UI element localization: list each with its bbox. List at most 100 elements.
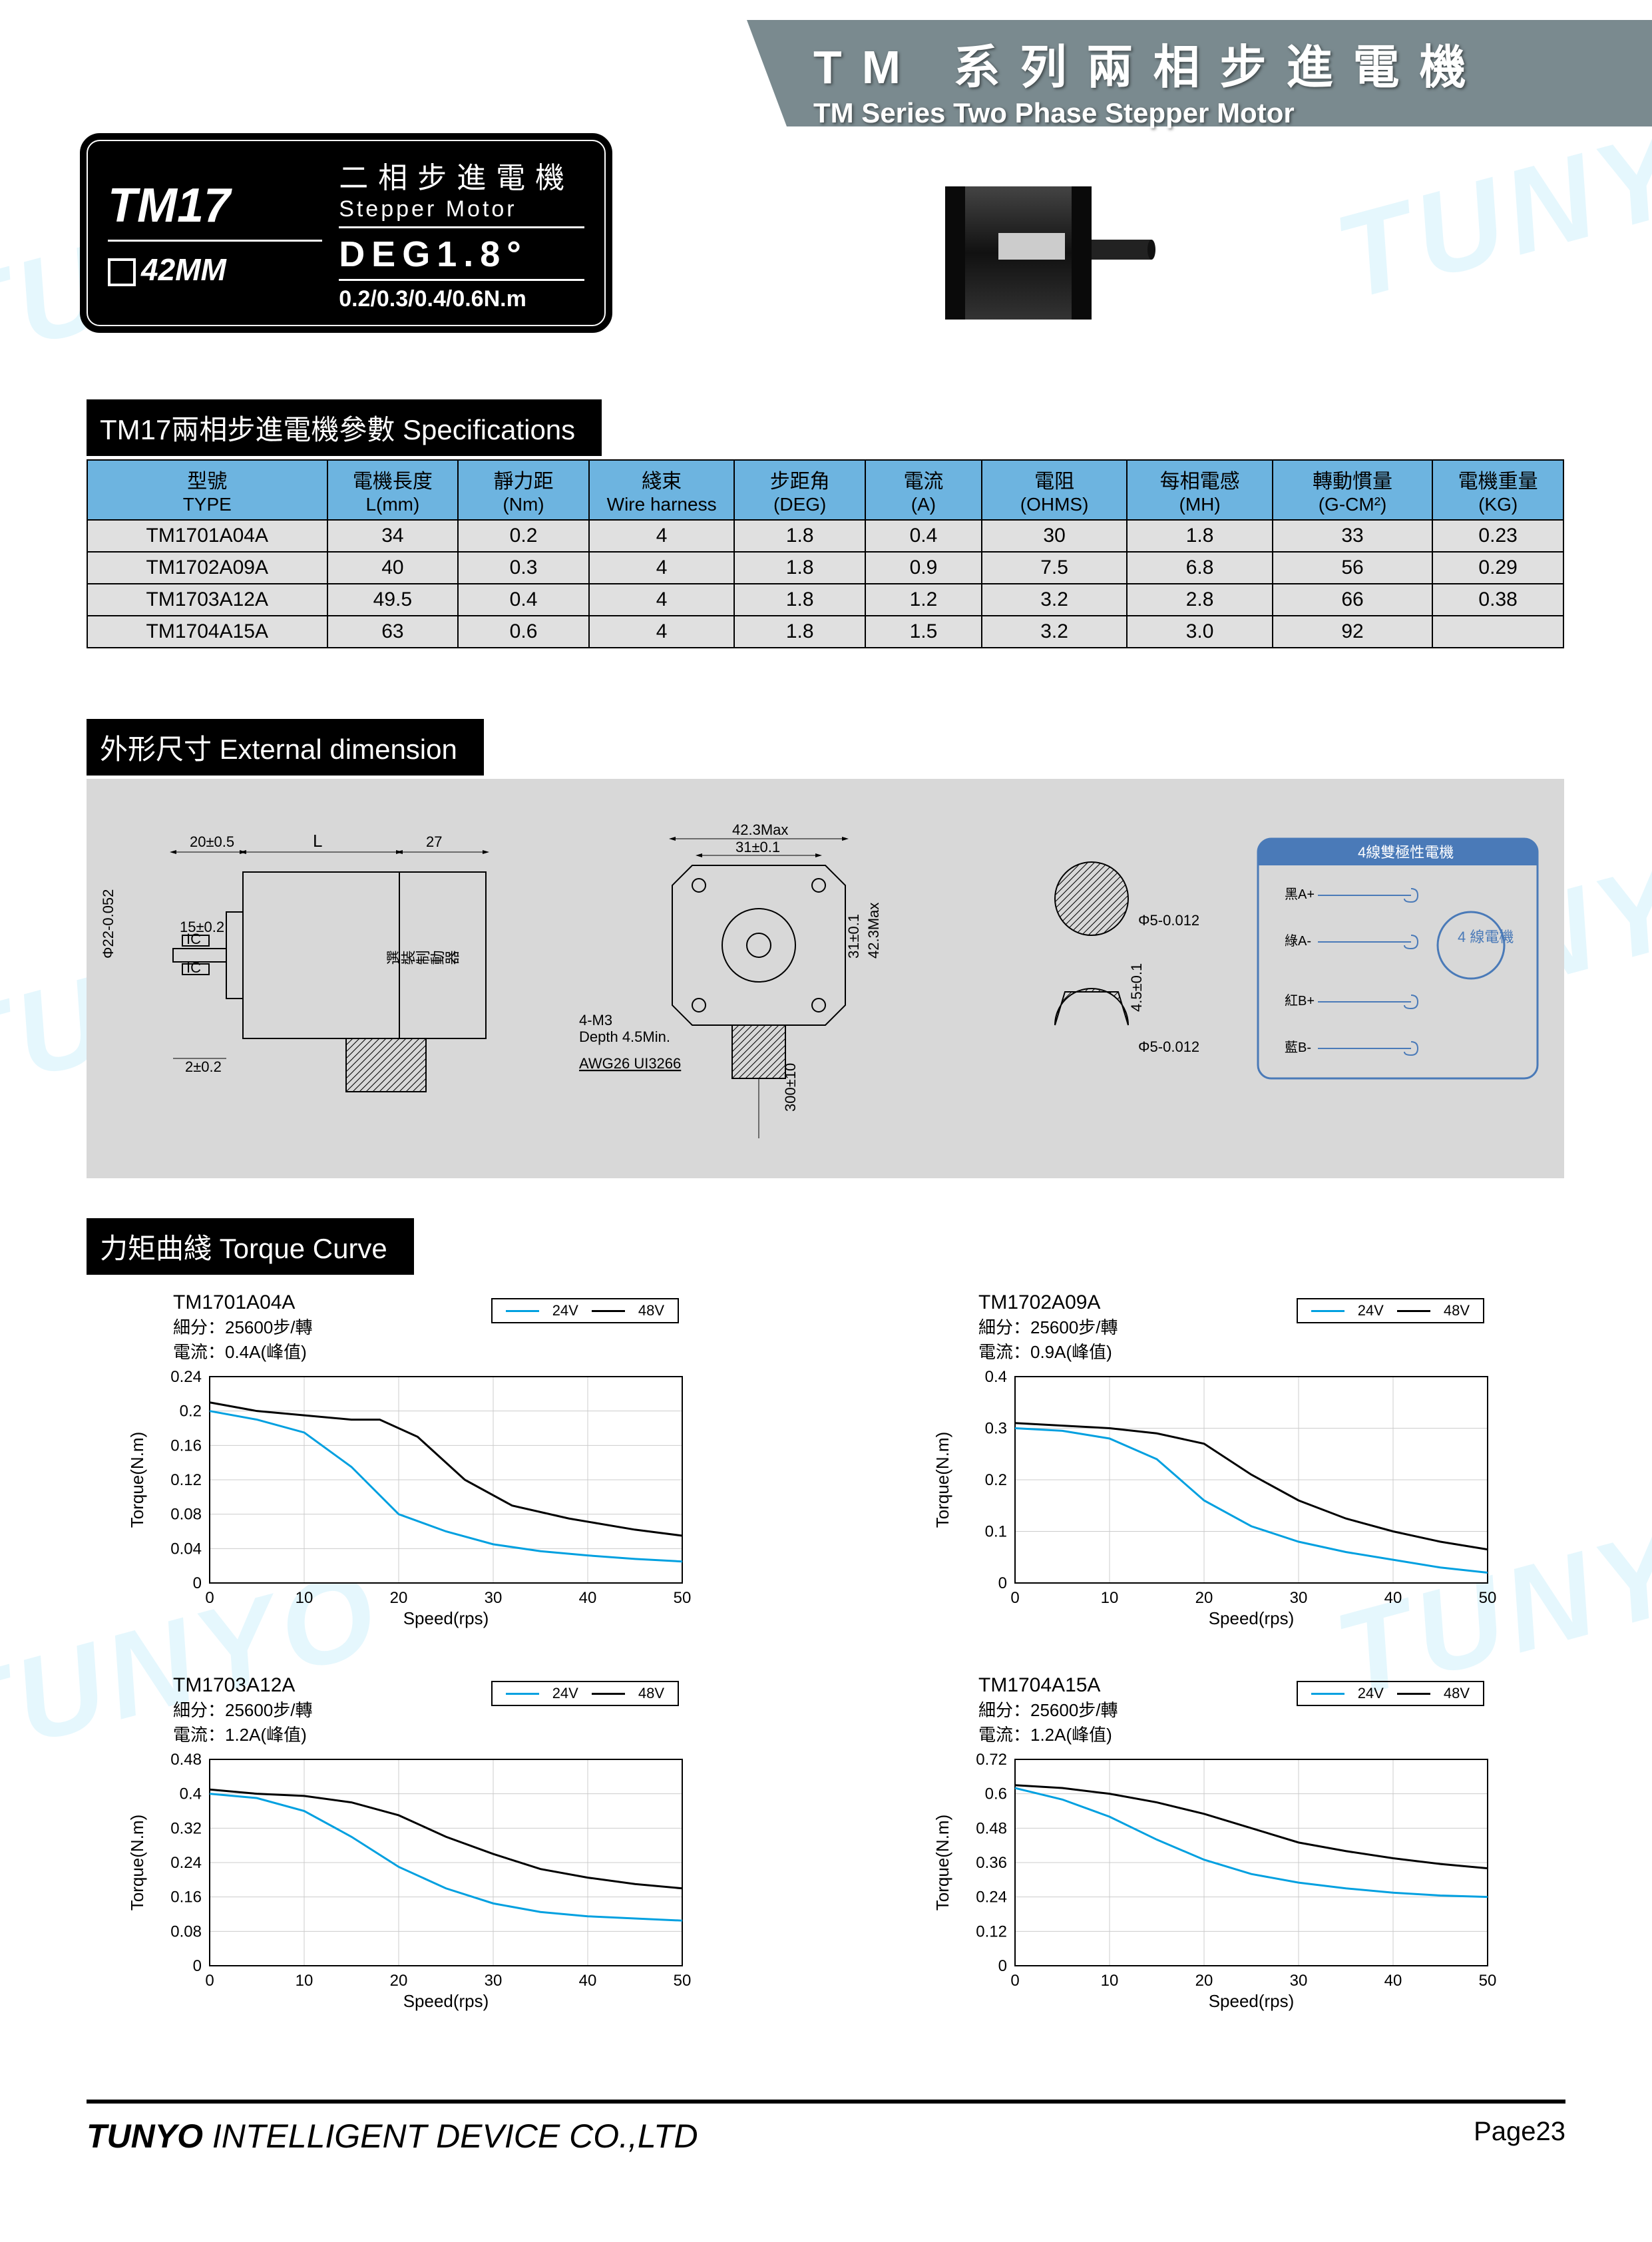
svg-text:Torque(N.m): Torque(N.m) [127,1815,147,1910]
svg-text:AWG26 UI3266: AWG26 UI3266 [579,1055,681,1072]
chart-current: 電流：1.2A(峰值) [173,1721,759,1746]
svg-text:選裝制動器: 選裝制動器 [386,951,459,967]
svg-text:Speed(rps): Speed(rps) [1209,1991,1295,2011]
spec-header: 步距角(DEG) [734,460,865,520]
spec-header: 型號TYPE [87,460,327,520]
model-badge: TM17 42MM 二相步進電機 Stepper Motor DEG1.8° 0… [87,140,606,326]
section-title-specs: TM17兩相步進電機參數 Specifications [87,399,602,456]
torque-charts: TM1701A04A細分：25600步/轉電流：0.4A(峰值)24V48V01… [87,1291,1564,2024]
svg-text:0.04: 0.04 [170,1540,202,1558]
svg-text:Speed(rps): Speed(rps) [1209,1608,1295,1628]
dimension-diagram: 20±0.5 L 27 15±0.2 IC IC Φ22-0.052 2±0.2… [87,779,1564,1178]
svg-text:0.12: 0.12 [976,1922,1007,1940]
svg-text:31±0.1: 31±0.1 [845,914,862,959]
spec-header: 綫束Wire harness [589,460,735,520]
svg-text:20: 20 [390,1589,408,1607]
footer-page: Page23 [1474,2117,1565,2155]
svg-text:Torque(N.m): Torque(N.m) [932,1432,952,1528]
svg-text:Φ5-0.012: Φ5-0.012 [1138,912,1199,929]
table-row: TM1701A04A340.241.80.4301.8330.23 [87,520,1563,552]
torque-chart: TM1701A04A細分：25600步/轉電流：0.4A(峰值)24V48V01… [87,1291,759,1641]
svg-text:Torque(N.m): Torque(N.m) [127,1432,147,1528]
badge-cn: 二相步進電機 [339,154,584,196]
svg-text:20: 20 [1195,1972,1213,1990]
table-row: TM1704A15A630.641.81.53.23.092 [87,616,1563,648]
chart-current: 電流：0.9A(峰值) [978,1339,1564,1363]
svg-text:42.3Max: 42.3Max [865,903,882,959]
svg-text:40: 40 [1384,1972,1402,1990]
torque-chart: TM1703A12A細分：25600步/轉電流：1.2A(峰值)24V48V01… [87,1674,759,2024]
svg-text:0.2: 0.2 [985,1471,1007,1489]
svg-text:10: 10 [296,1589,313,1607]
badge-deg: DEG1.8° [339,234,584,281]
svg-text:2±0.2: 2±0.2 [185,1058,222,1075]
svg-text:0.48: 0.48 [170,1751,202,1769]
badge-size: 42MM [108,252,322,288]
svg-text:42.3Max: 42.3Max [732,821,788,838]
svg-text:紅B+: 紅B+ [1285,993,1315,1009]
svg-text:0: 0 [1010,1589,1019,1607]
spec-header: 靜力距(Nm) [458,460,589,520]
motor-photo [899,153,1178,339]
spec-header: 每相電感(MH) [1127,460,1273,520]
svg-text:0.72: 0.72 [976,1751,1007,1769]
svg-text:Speed(rps): Speed(rps) [403,1608,489,1628]
banner-title-cn: TM 系列兩相步進電機 [813,30,1625,97]
svg-text:Φ22-0.052: Φ22-0.052 [100,889,116,959]
svg-text:L: L [313,831,322,851]
spec-header: 電阻(OHMS) [982,460,1128,520]
svg-text:0.2: 0.2 [180,1403,202,1421]
svg-text:30: 30 [1290,1589,1308,1607]
torque-chart: TM1702A09A細分：25600步/轉電流：0.9A(峰值)24V48V01… [892,1291,1564,1641]
spec-header: 轉動慣量(G-CM²) [1273,460,1432,520]
svg-text:Depth 4.5Min.: Depth 4.5Min. [579,1028,670,1045]
svg-text:20: 20 [1195,1589,1213,1607]
svg-text:0.3: 0.3 [985,1420,1007,1438]
svg-text:0.4: 0.4 [180,1785,202,1803]
svg-text:0.24: 0.24 [170,1854,202,1872]
svg-text:0.16: 0.16 [170,1889,202,1906]
svg-text:0: 0 [205,1589,214,1607]
svg-text:0.48: 0.48 [976,1819,1007,1837]
table-row: TM1702A09A400.341.80.97.56.8560.29 [87,552,1563,584]
section-title-dimension: 外形尺寸 External dimension [87,719,484,776]
svg-text:IC: IC [186,959,201,976]
chart-legend: 24V48V [1297,1681,1484,1706]
chart-legend: 24V48V [491,1681,679,1706]
svg-text:4-M3: 4-M3 [579,1012,612,1028]
footer-company: TUNYO INTELLIGENT DEVICE CO.,LTD [87,2117,698,2155]
svg-text:Φ5-0.012: Φ5-0.012 [1138,1038,1199,1055]
svg-text:50: 50 [674,1972,692,1990]
svg-text:40: 40 [579,1972,597,1990]
svg-text:0.6: 0.6 [985,1785,1007,1803]
header-banner: TM 系列兩相步進電機 TM Series Two Phase Stepper … [787,20,1652,126]
svg-text:30: 30 [1290,1972,1308,1990]
chart-legend: 24V48V [1297,1298,1484,1323]
svg-text:4線雙極性電機: 4線雙極性電機 [1358,844,1454,861]
svg-text:30: 30 [485,1972,503,1990]
svg-text:30: 30 [485,1589,503,1607]
svg-text:0.24: 0.24 [170,1368,202,1386]
svg-text:黑A+: 黑A+ [1285,887,1315,902]
svg-text:0.32: 0.32 [170,1819,202,1837]
svg-text:50: 50 [1479,1589,1497,1607]
chart-legend: 24V48V [491,1298,679,1323]
svg-text:10: 10 [296,1972,313,1990]
svg-text:0.16: 0.16 [170,1437,202,1455]
svg-text:27: 27 [426,833,442,850]
section-title-torque: 力矩曲綫 Torque Curve [87,1218,414,1275]
svg-text:0.24: 0.24 [976,1889,1007,1906]
svg-text:0: 0 [193,1957,202,1975]
svg-text:0.08: 0.08 [170,1506,202,1524]
svg-text:0.4: 0.4 [985,1368,1007,1386]
svg-text:10: 10 [1101,1589,1119,1607]
svg-text:31±0.1: 31±0.1 [735,839,780,855]
chart-current: 電流：1.2A(峰值) [978,1721,1564,1746]
svg-text:0.12: 0.12 [170,1471,202,1489]
badge-en: Stepper Motor [339,196,584,228]
svg-text:40: 40 [1384,1589,1402,1607]
svg-text:4 線電機: 4 線電機 [1458,929,1514,945]
svg-text:0: 0 [205,1972,214,1990]
table-row: TM1703A12A49.50.441.81.23.22.8660.38 [87,584,1563,616]
svg-text:0: 0 [1010,1972,1019,1990]
